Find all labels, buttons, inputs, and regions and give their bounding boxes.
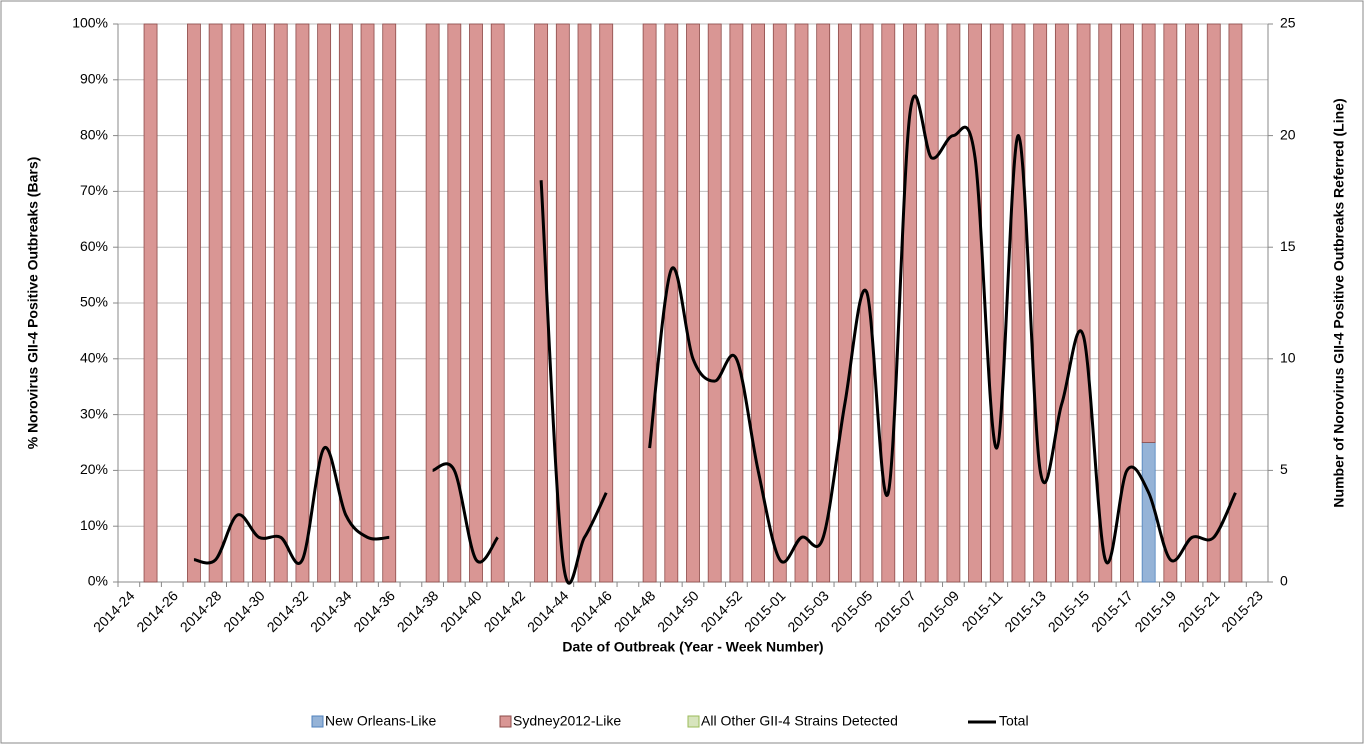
y-tick-label: 60% [80, 238, 108, 254]
legend-label: Total [999, 713, 1029, 729]
bar-segment [1206, 23, 1221, 583]
bar-segment [187, 23, 201, 583]
bar-segment [664, 23, 679, 583]
bar-segment [252, 23, 266, 583]
bar-segment [989, 23, 1004, 583]
y2-tick-label: 10 [1280, 350, 1296, 366]
y-tick-label: 20% [80, 461, 108, 477]
bar-segment [534, 23, 549, 583]
bar-segment [1054, 23, 1069, 583]
bar-segment [751, 23, 766, 583]
y-tick-label: 30% [80, 405, 108, 421]
bar-segment [447, 23, 462, 583]
bar-segment [273, 23, 288, 583]
legend-label: Sydney2012-Like [513, 713, 621, 729]
y-tick-label: 40% [80, 350, 108, 366]
y-tick-label: 100% [72, 15, 108, 31]
y-axis-label: % Norovirus GII-4 Positive Outbreaks (Ba… [25, 157, 41, 450]
bar-segment [859, 23, 874, 583]
y-tick-label: 80% [80, 126, 108, 142]
y2-tick-label: 15 [1280, 238, 1296, 254]
legend-swatch [311, 715, 324, 728]
legend-swatch [499, 715, 512, 728]
bar-segment [816, 23, 831, 583]
bar-segment [360, 23, 375, 583]
y2-axis-label: Number of Norovirus GII-4 Positive Outbr… [1331, 98, 1347, 507]
bar-segment [707, 23, 722, 583]
bar-segment [1228, 23, 1243, 583]
line [193, 94, 1237, 585]
bar-segment [490, 23, 505, 583]
y-tick-label: 90% [80, 71, 108, 87]
bar-segment [1163, 23, 1178, 583]
bar-segment [946, 23, 961, 583]
bar-segment [642, 23, 657, 583]
bar-segment [837, 23, 852, 583]
y2-tick-label: 0 [1280, 573, 1288, 589]
bar-segment [1011, 23, 1026, 583]
bar-segment [1185, 23, 1199, 583]
bar-segment [924, 23, 939, 583]
bar-segment [425, 23, 440, 583]
y-tick-label: 70% [80, 182, 108, 198]
bar-segment [555, 23, 570, 583]
bar-segment [143, 23, 158, 583]
bar-segment [577, 23, 592, 583]
bar-segment [772, 23, 787, 583]
legend-label: New Orleans-Like [325, 713, 436, 729]
bar-segment [382, 23, 397, 583]
y2-tick-label: 20 [1280, 126, 1296, 142]
bar-segment [1076, 23, 1091, 583]
bar-segment [1098, 23, 1113, 583]
bar-segment [1141, 442, 1156, 583]
bar-segment [1120, 23, 1134, 583]
y2-tick-label: 25 [1280, 15, 1296, 31]
bar-segment [599, 23, 614, 583]
bar-segment [469, 23, 483, 583]
bar-segment [295, 23, 310, 583]
y-tick-label: 0% [88, 573, 108, 589]
legend-label: All Other GII-4 Strains Detected [701, 713, 898, 729]
bar-segment [1141, 23, 1156, 443]
bar-segment [230, 23, 245, 583]
x-axis-label: Date of Outbreak (Year - Week Number) [562, 639, 823, 655]
bar-segment [968, 23, 982, 583]
y-tick-label: 50% [80, 294, 108, 310]
bar-segment [881, 23, 896, 583]
bar-segment [794, 23, 809, 583]
y-tick-label: 10% [80, 517, 108, 533]
legend-swatch [687, 715, 700, 728]
y2-tick-label: 5 [1280, 461, 1288, 477]
bar-segment [317, 23, 332, 583]
bar-segment [686, 23, 700, 583]
bar-segment [729, 23, 744, 583]
bar-segment [1033, 23, 1048, 583]
bar-segment [338, 23, 353, 583]
bar-segment [208, 23, 223, 583]
